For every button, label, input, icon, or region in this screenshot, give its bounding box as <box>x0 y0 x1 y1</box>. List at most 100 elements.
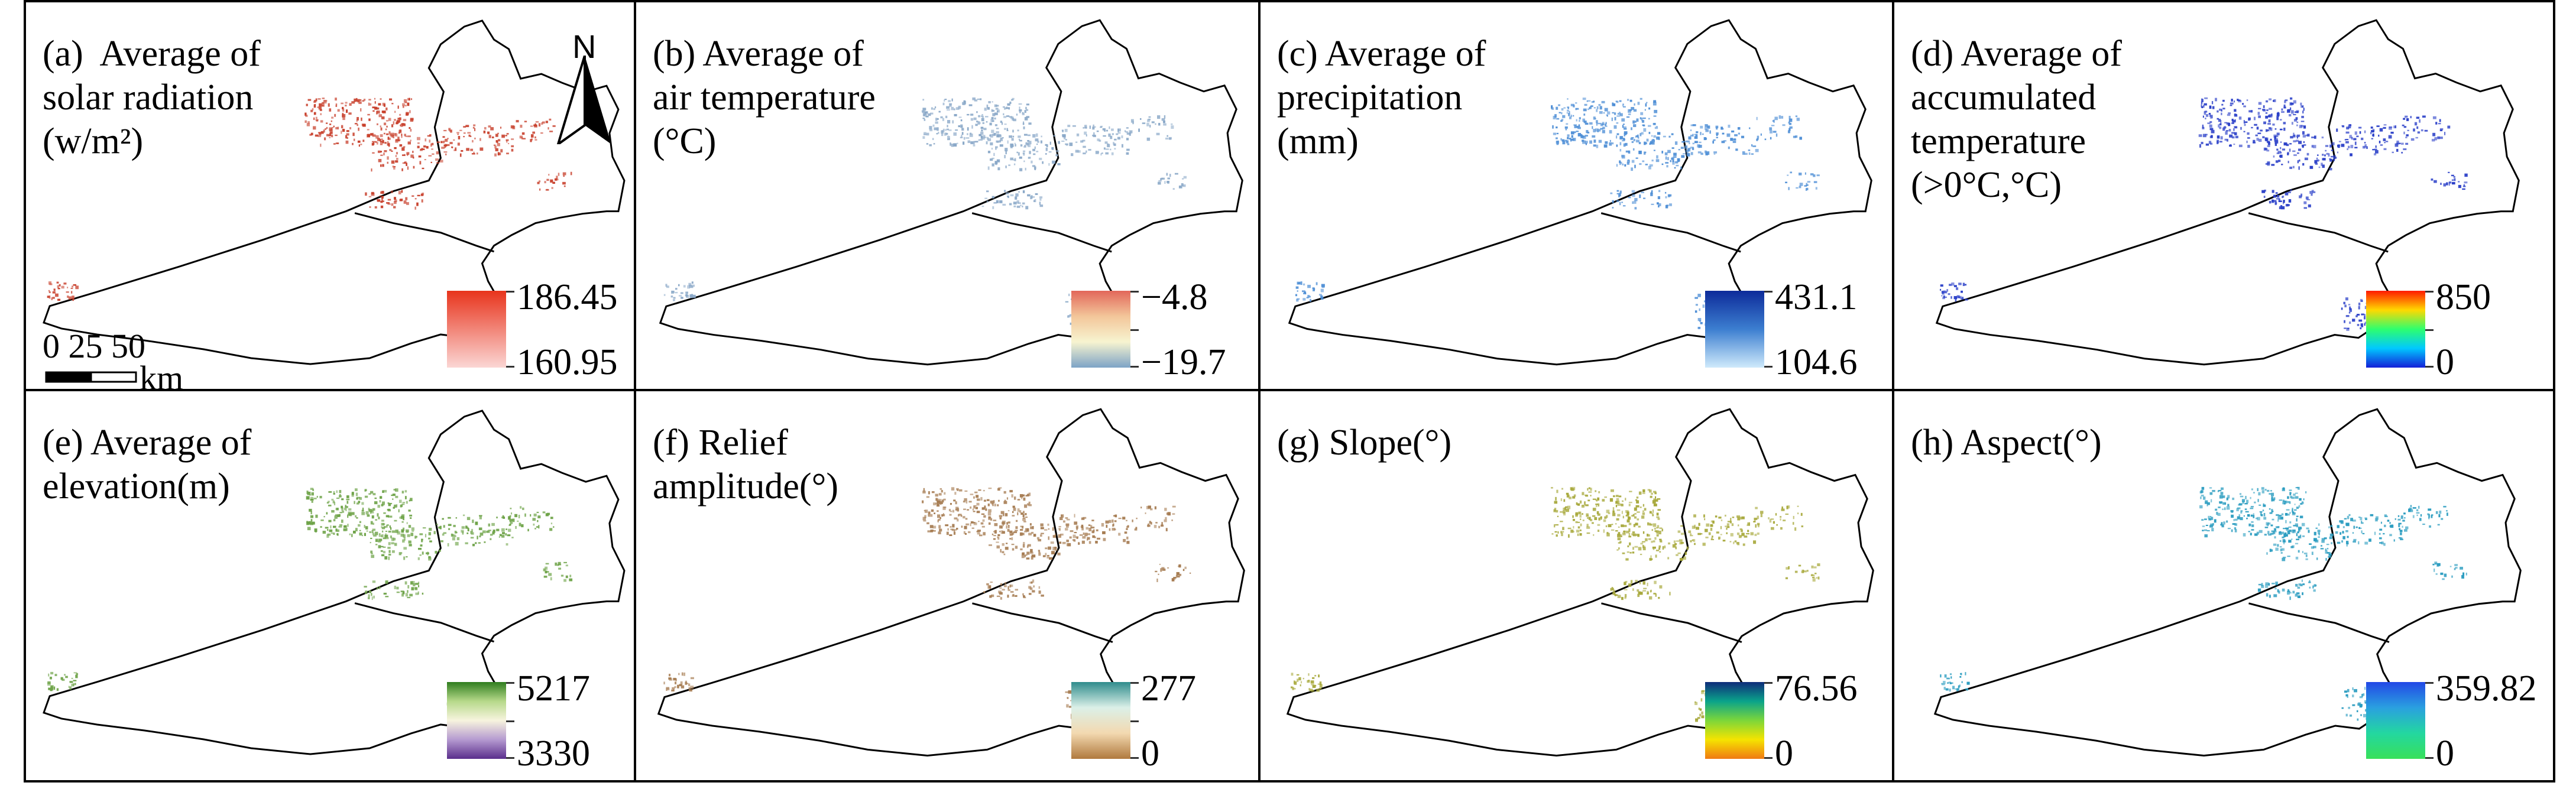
legend-color-ramp <box>2366 682 2425 759</box>
subregion-boundary <box>972 602 1113 643</box>
map-panel-d: (d) Average of accumulated temperature (>0°… <box>1894 2 2555 391</box>
north-arrow-label: N <box>572 28 597 65</box>
legend-tick <box>506 757 514 759</box>
subregion-boundary <box>1601 602 1742 643</box>
map-panel-a: (a) Average of solar radiation (w/m²) 186.4… <box>26 2 636 391</box>
region-boundary <box>659 19 1243 366</box>
panel-title: (e) Average of elevation(m) <box>43 421 251 508</box>
raster-cells <box>1290 486 1820 722</box>
panel-title-line: precipitation <box>1277 77 1463 118</box>
map-panel-c: (c) Average of precipitation (mm) 431.1 104.… <box>1261 2 1894 391</box>
map-panel-grid: (a) Average of solar radiation (w/m²) 186.4… <box>24 0 2555 782</box>
region-boundary <box>43 20 626 365</box>
map-panel-b: (b) Average of air temperature (°C) −4.8 −19… <box>636 2 1261 391</box>
panel-title-line: (c) Average of <box>1277 34 1486 74</box>
map-panel-g: (g) Slope(°) 76.56 0 <box>1261 391 1894 782</box>
map-panel-e: (e) Average of elevation(m) 5217 3330 <box>26 391 636 782</box>
legend-min-label: 3330 <box>517 733 590 774</box>
legend-min-label: 160.95 <box>517 342 618 382</box>
legend-color-ramp <box>1705 291 1764 368</box>
legend-max-label: 186.45 <box>517 277 618 317</box>
legend-tick <box>1764 291 1773 293</box>
subregion-boundary <box>354 212 495 253</box>
legend-max-label: 277 <box>1141 668 1196 709</box>
subregion-boundary <box>2248 602 2390 643</box>
panel-title-line: solar radiation <box>43 77 254 118</box>
legend-min-label: 0 <box>2436 342 2454 382</box>
raster-cells <box>1940 97 2468 331</box>
panel-title: (c) Average of precipitation (mm) <box>1277 32 1486 163</box>
panel-title: (g) Slope(°) <box>1277 421 1451 465</box>
panel-title: (a) Average of solar radiation (w/m²) <box>43 32 261 163</box>
scale-bar <box>45 371 137 383</box>
legend-tick <box>1764 682 1773 684</box>
legend-max-label: 76.56 <box>1775 668 1858 709</box>
legend-min-label: 0 <box>1775 733 1793 774</box>
panel-title: (f) Relief amplitude(°) <box>653 421 838 508</box>
legend-max-label: 5217 <box>517 668 590 709</box>
region-map <box>1933 408 2522 757</box>
legend-tick <box>1130 366 1139 368</box>
subregion-boundary <box>354 602 495 643</box>
legend-tick <box>2425 291 2434 293</box>
legend-tick <box>1130 291 1139 293</box>
region-map <box>1288 19 1872 366</box>
panel-title-line: (g) Slope(°) <box>1277 423 1452 463</box>
legend-tick <box>1130 682 1139 684</box>
subregion-boundary <box>2248 212 2389 253</box>
panel-title-line: elevation(m) <box>43 466 230 506</box>
legend-color-ramp <box>447 291 506 368</box>
legend-color-ramp <box>1071 682 1130 759</box>
region-boundary <box>1935 19 2520 366</box>
legend-tick <box>2425 329 2434 331</box>
legend-min-label: 0 <box>2436 733 2454 774</box>
region-boundary <box>1933 408 2522 757</box>
legend-max-label: 431.1 <box>1775 277 1858 317</box>
panel-title-line: air temperature <box>653 77 876 118</box>
legend-tick <box>2425 682 2434 684</box>
legend-tick <box>1764 366 1773 368</box>
legend-color-ramp <box>1705 682 1764 759</box>
legend-color-ramp <box>1071 291 1130 368</box>
legend-max-label: 850 <box>2436 277 2491 317</box>
panel-title-line: amplitude(°) <box>653 466 839 506</box>
legend-color-ramp <box>2366 291 2425 368</box>
panel-title-line: (w/m²) <box>43 121 144 161</box>
region-boundary <box>657 408 1245 757</box>
legend-tick <box>506 366 514 368</box>
panel-title-line: (h) Aspect(°) <box>1911 423 2102 463</box>
panel-title: (h) Aspect(°) <box>1911 421 2102 465</box>
panel-title-line: (f) Relief <box>653 423 788 463</box>
panel-title-line: (d) Average of <box>1911 34 2122 74</box>
panel-title: (d) Average of accumulated temperature (>0°… <box>1911 32 2122 207</box>
panel-title-line: (°C) <box>653 121 717 161</box>
map-panel-f: (f) Relief amplitude(°) 277 0 <box>636 391 1261 782</box>
scale-bar-unit: km <box>140 359 184 391</box>
legend-tick <box>2425 366 2434 368</box>
panel-title-line: (e) Average of <box>43 423 252 463</box>
region-boundary <box>43 410 626 755</box>
panel-title-line: (>0°C,°C) <box>1911 165 2062 205</box>
panel-title-line: (a) Average of <box>43 34 261 74</box>
legend-tick <box>506 291 514 293</box>
legend-min-label: 104.6 <box>1775 342 1858 382</box>
legend-tick <box>1764 757 1773 759</box>
region-boundary <box>1288 19 1872 366</box>
region-map <box>1935 19 2520 366</box>
region-boundary <box>1286 408 1874 757</box>
panel-title-line: (b) Average of <box>653 34 864 74</box>
panel-title: (b) Average of air temperature (°C) <box>653 32 876 163</box>
panel-title-line: (mm) <box>1277 121 1359 161</box>
subregion-boundary <box>1600 212 1741 253</box>
legend-tick <box>1130 720 1139 722</box>
legend-min-label: 0 <box>1141 733 1159 774</box>
region-map <box>1286 408 1874 757</box>
panel-title-line: accumulated <box>1911 77 2097 118</box>
legend-max-label: 359.82 <box>2436 668 2537 709</box>
map-panel-h: (h) Aspect(°) 359.82 0 <box>1894 391 2555 782</box>
legend-color-ramp <box>447 682 506 759</box>
legend-max-label: −4.8 <box>1141 277 1208 317</box>
legend-tick <box>1130 757 1139 759</box>
legend-tick <box>506 682 514 684</box>
north-arrow-icon <box>556 56 611 144</box>
